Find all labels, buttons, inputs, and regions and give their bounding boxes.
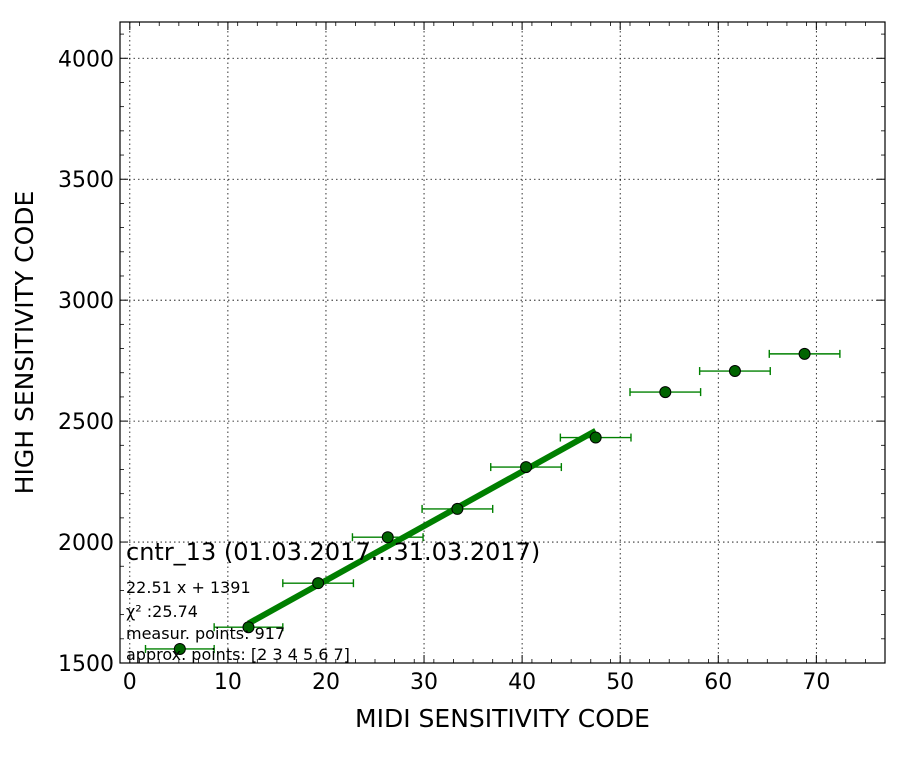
data-point [659, 386, 672, 399]
data-point [381, 531, 394, 544]
data-point [520, 461, 533, 474]
axis-ticks: 0 10 20 30 40 50 60 70 1500 2000 2500 3000 3500 4000 [58, 22, 886, 695]
annotation-measured-points: measur. points: 917 [126, 624, 285, 643]
data-point [798, 347, 811, 360]
y-tick-label: 1500 [58, 652, 114, 677]
x-tick-label: 10 [214, 670, 242, 695]
x-axis-label: MIDI SENSITIVITY CODE [355, 704, 650, 733]
x-tick-label: 0 [123, 670, 137, 695]
fit-line [247, 428, 598, 627]
data-point [728, 365, 741, 378]
x-tick-label: 70 [802, 670, 830, 695]
data-point [312, 577, 325, 590]
y-axis-label: HIGH SENSITIVITY CODE [10, 191, 39, 495]
x-tick-label: 20 [312, 670, 340, 695]
data-point [173, 642, 186, 655]
y-tick-label: 3500 [58, 168, 114, 193]
x-tick-label: 40 [508, 670, 536, 695]
annotation-approx-points: approx. points: [2 3 4 5 6 7] [126, 645, 350, 664]
y-tick-label: 2000 [58, 531, 114, 556]
y-tick-label: 2500 [58, 410, 114, 435]
annotation-chi-squared: χ² :25.74 [126, 602, 198, 621]
annotation-title: cntr_13 (01.03.2017...31.03.2017) [126, 538, 540, 566]
x-tick-label: 50 [606, 670, 634, 695]
error-bars [144, 349, 841, 653]
data-point [451, 502, 464, 515]
fit-line-group [247, 428, 598, 627]
data-points [173, 347, 811, 655]
y-tick-label: 3000 [58, 289, 114, 314]
annotation-fit-equation: 22.51 x + 1391 [126, 578, 251, 597]
data-point [589, 431, 602, 444]
x-tick-label: 60 [704, 670, 732, 695]
plot-frame [119, 21, 886, 664]
y-tick-label: 4000 [58, 47, 114, 72]
data-point [242, 621, 255, 634]
x-tick-label: 30 [410, 670, 438, 695]
grid [120, 22, 885, 664]
